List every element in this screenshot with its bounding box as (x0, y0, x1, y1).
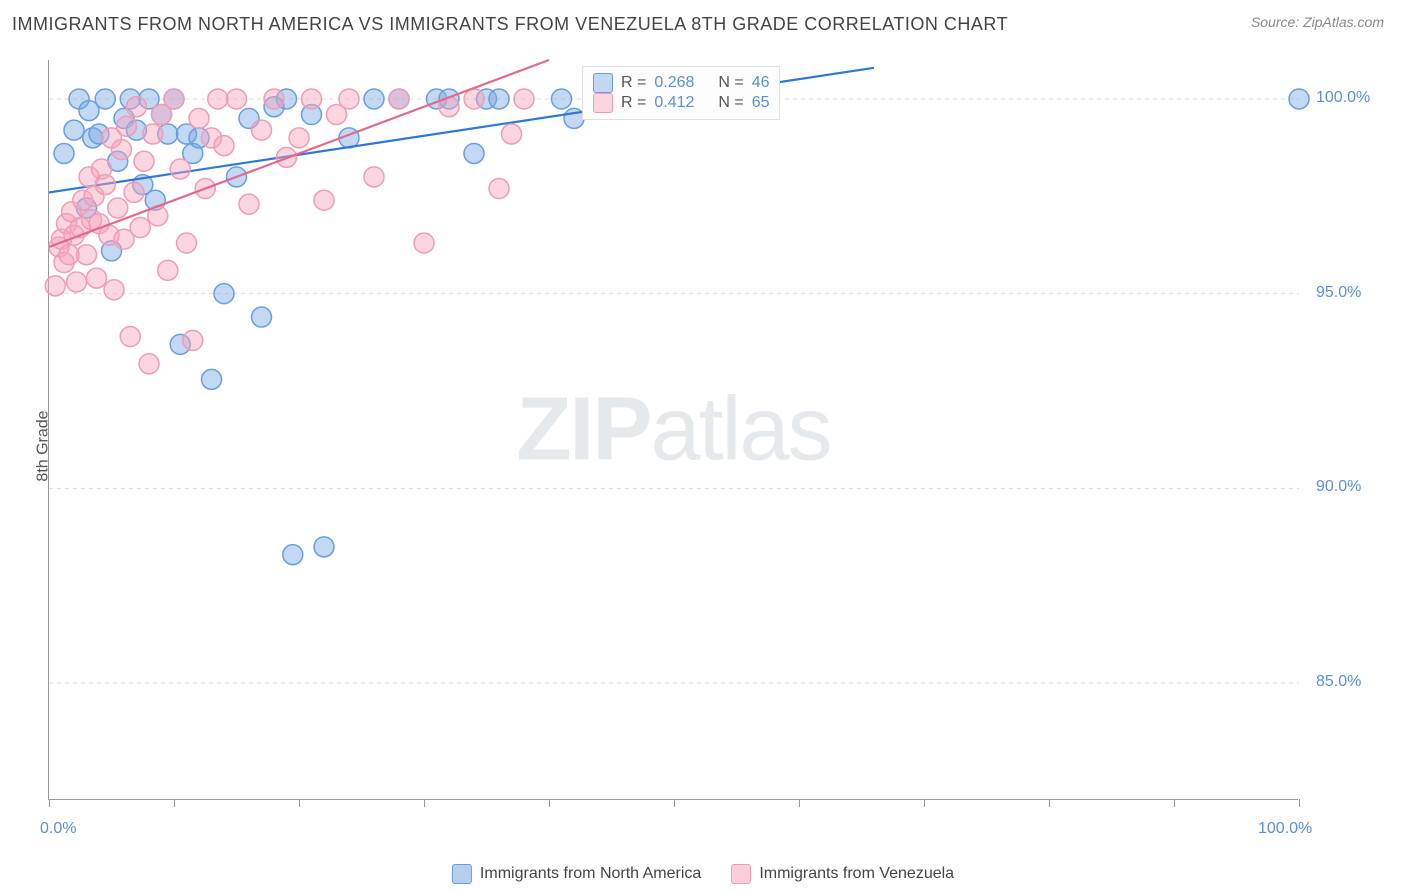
legend-item: Immigrants from North America (452, 864, 701, 884)
chart-title: IMMIGRANTS FROM NORTH AMERICA VS IMMIGRA… (12, 14, 1008, 35)
legend-bottom: Immigrants from North America Immigrants … (452, 864, 954, 884)
data-point (283, 545, 303, 565)
data-point (464, 89, 484, 109)
data-point (208, 89, 228, 109)
x-tick-label: 100.0% (1258, 820, 1312, 838)
data-point (364, 167, 384, 187)
data-point (214, 284, 234, 304)
data-point (177, 233, 197, 253)
stats-n-label: N = (718, 94, 743, 112)
data-point (252, 307, 272, 327)
stats-row: R = 0.412 N = 65 (593, 93, 769, 113)
stats-r-value: 0.412 (654, 94, 710, 112)
x-tick (924, 799, 925, 807)
chart-container: IMMIGRANTS FROM NORTH AMERICA VS IMMIGRA… (0, 0, 1406, 892)
data-point (489, 179, 509, 199)
legend-swatch (452, 864, 472, 884)
data-point (134, 151, 154, 171)
stats-r-label: R = (621, 94, 646, 112)
data-point (339, 89, 359, 109)
legend-item: Immigrants from Venezuela (731, 864, 954, 884)
x-tick (49, 799, 50, 807)
data-point (464, 143, 484, 163)
data-point (1289, 89, 1309, 109)
stats-r-label: R = (621, 74, 646, 92)
x-tick (174, 799, 175, 807)
legend-label: Immigrants from Venezuela (759, 865, 954, 883)
data-point (289, 128, 309, 148)
plot-area: ZIPatlas R =0.268N =46R =0.412N =65 (48, 60, 1298, 800)
x-tick (674, 799, 675, 807)
data-point (104, 280, 124, 300)
stats-n-value: 46 (752, 74, 770, 92)
data-point (552, 89, 572, 109)
x-tick (1174, 799, 1175, 807)
x-tick (424, 799, 425, 807)
data-point (127, 97, 147, 117)
data-point (183, 330, 203, 350)
data-point (95, 175, 115, 195)
data-point (158, 260, 178, 280)
data-point (139, 354, 159, 374)
data-point (489, 89, 509, 109)
stats-legend-box: R = 0.268 N = 46 R = 0.412 N = 65 (582, 66, 780, 120)
stats-n-label: N = (718, 74, 743, 92)
data-point (264, 89, 284, 109)
data-point (45, 276, 65, 296)
x-tick-label: 0.0% (40, 820, 76, 838)
data-point (189, 108, 209, 128)
data-point (77, 245, 97, 265)
data-point (314, 537, 334, 557)
x-tick (299, 799, 300, 807)
data-point (124, 182, 144, 202)
y-tick-label: 85.0% (1316, 673, 1361, 691)
x-tick (1299, 799, 1300, 807)
data-point (117, 116, 137, 136)
data-point (64, 120, 84, 140)
data-point (239, 194, 259, 214)
data-point (389, 89, 409, 109)
plot-svg (49, 60, 1298, 799)
stats-swatch (593, 73, 613, 93)
legend-swatch (731, 864, 751, 884)
data-point (143, 124, 163, 144)
y-tick-label: 100.0% (1316, 89, 1370, 107)
data-point (170, 159, 190, 179)
x-tick (799, 799, 800, 807)
data-point (95, 89, 115, 109)
data-point (314, 190, 334, 210)
data-point (214, 136, 234, 156)
data-point (302, 89, 322, 109)
data-point (87, 268, 107, 288)
data-point (227, 89, 247, 109)
y-tick-label: 90.0% (1316, 478, 1361, 496)
data-point (67, 272, 87, 292)
data-point (252, 120, 272, 140)
source-attribution: Source: ZipAtlas.com (1251, 14, 1384, 30)
data-point (164, 89, 184, 109)
x-tick (1049, 799, 1050, 807)
stats-row: R = 0.268 N = 46 (593, 73, 769, 93)
y-tick-label: 95.0% (1316, 284, 1361, 302)
x-tick (549, 799, 550, 807)
data-point (202, 369, 222, 389)
data-point (130, 217, 150, 237)
data-point (364, 89, 384, 109)
data-point (514, 89, 534, 109)
stats-swatch (593, 93, 613, 113)
data-point (54, 143, 74, 163)
data-point (502, 124, 522, 144)
data-point (112, 140, 132, 160)
data-point (108, 198, 128, 218)
data-point (120, 327, 140, 347)
legend-label: Immigrants from North America (480, 865, 701, 883)
stats-n-value: 65 (752, 94, 770, 112)
stats-r-value: 0.268 (654, 74, 710, 92)
data-point (414, 233, 434, 253)
